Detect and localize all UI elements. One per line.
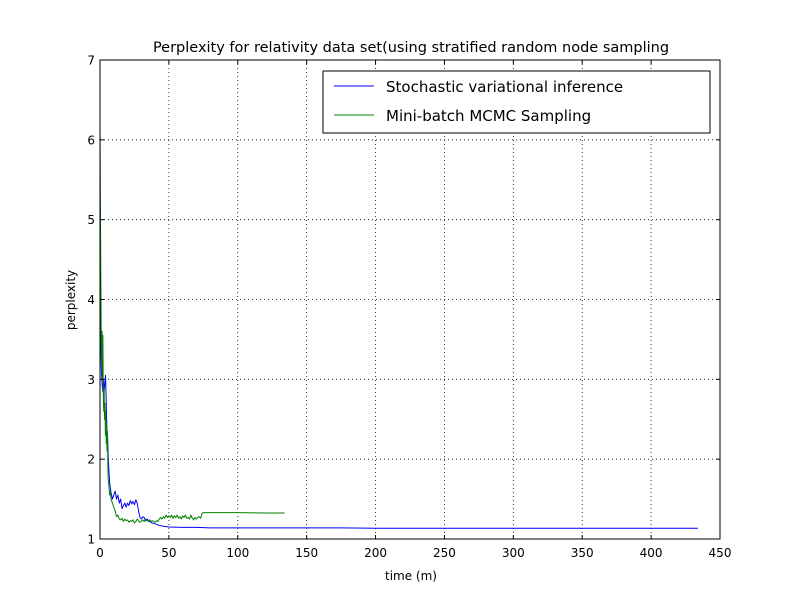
y-axis-label: perplexity xyxy=(64,270,78,330)
y-tick-label: 4 xyxy=(87,293,95,307)
legend: Stochastic variational inference Mini-ba… xyxy=(322,70,711,134)
legend-box xyxy=(322,70,711,134)
x-axis-label: time (m) xyxy=(385,569,437,583)
mcmc-line xyxy=(99,119,285,524)
x-tick-label: 50 xyxy=(161,546,176,560)
y-tick-label: 3 xyxy=(87,373,95,387)
x-tick-label: 350 xyxy=(571,546,594,560)
x-tick-label: 250 xyxy=(433,546,456,560)
legend-label-mcmc: Mini-batch MCMC Sampling xyxy=(386,107,591,125)
y-tick-label: 5 xyxy=(87,213,95,227)
y-tick-label: 2 xyxy=(87,453,95,467)
x-tick-label: 300 xyxy=(502,546,525,560)
x-tick-label: 400 xyxy=(640,546,663,560)
axis-ticks: 0 50 100 150 200 250 300 350 400 450 1 2 3 4 5 6 7 xyxy=(87,54,731,561)
chart-title: Perplexity for relativity data set(using… xyxy=(153,40,669,56)
x-tick-label: 200 xyxy=(364,546,387,560)
legend-label-svi: Stochastic variational inference xyxy=(386,78,623,96)
grid xyxy=(100,60,720,539)
y-tick-label: 6 xyxy=(87,133,95,147)
x-tick-label: 450 xyxy=(709,546,732,560)
y-tick-label: 7 xyxy=(87,54,95,68)
x-tick-label: 150 xyxy=(295,546,318,560)
x-tick-label: 0 xyxy=(96,546,104,560)
x-tick-label: 100 xyxy=(226,546,249,560)
series-lines xyxy=(99,119,698,529)
y-tick-label: 1 xyxy=(87,533,95,547)
